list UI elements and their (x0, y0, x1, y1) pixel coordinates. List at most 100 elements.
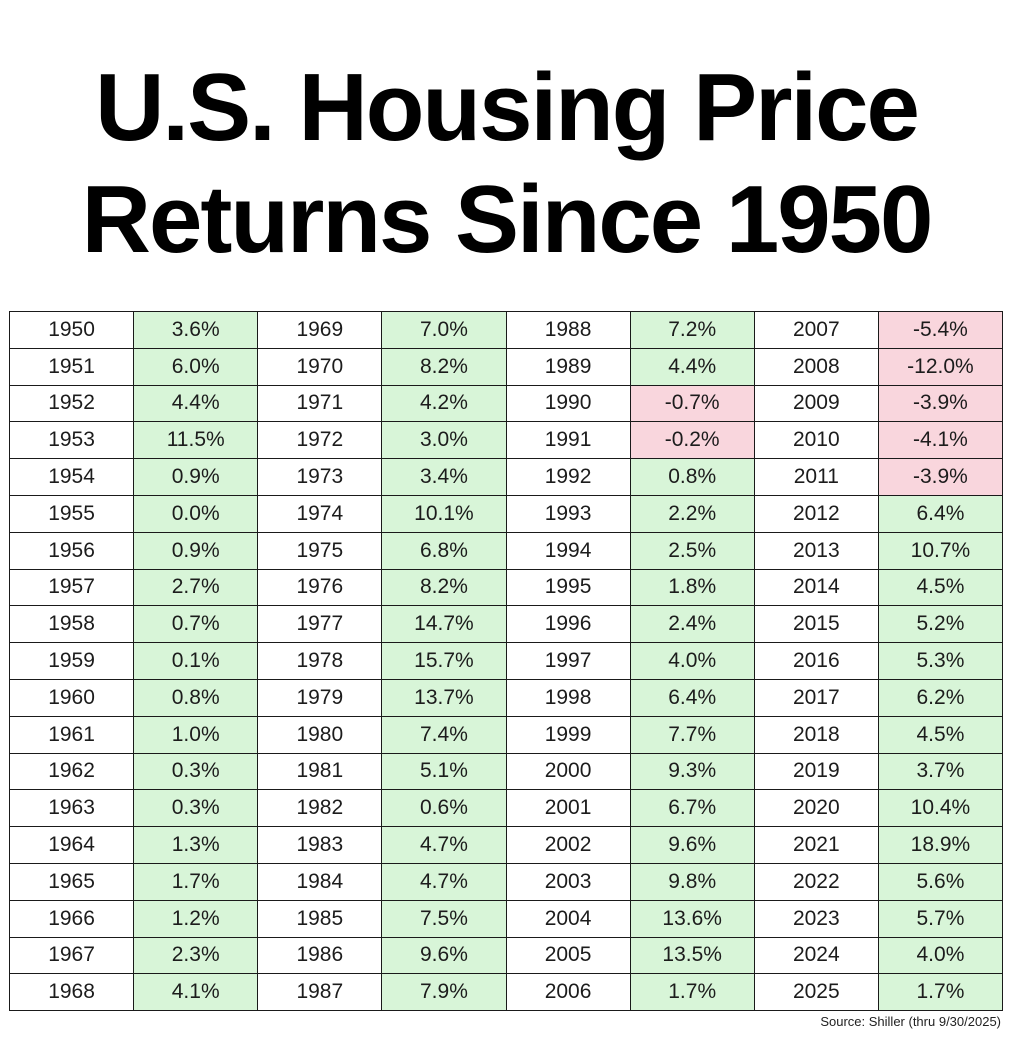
return-cell-positive: 5.6% (877, 862, 1004, 901)
year-cell: 2008 (753, 347, 879, 386)
return-cell-positive: 0.3% (133, 752, 259, 791)
year-cell: 1962 (8, 752, 135, 791)
title-line-2: Returns Since 1950 (81, 166, 934, 273)
table-row: 1958 0.7% 1977 14.7% 1996 2.4% 2015 5.2% (8, 605, 1004, 644)
table-row: 1966 1.2% 1985 7.5% 2004 13.6% 2023 5.7% (8, 899, 1004, 938)
return-cell-positive: 6.7% (629, 789, 755, 828)
return-cell-positive: 4.0% (629, 642, 755, 680)
return-cell-positive: 1.7% (877, 973, 1004, 1012)
year-cell: 2001 (505, 789, 631, 828)
year-cell: 2019 (753, 752, 879, 791)
return-cell-positive: 8.2% (381, 568, 507, 607)
year-cell: 2018 (753, 715, 879, 754)
return-cell-positive: 7.4% (381, 715, 507, 754)
return-cell-positive: 3.0% (381, 421, 507, 460)
year-cell: 1983 (257, 826, 383, 864)
table-row: 1956 0.9% 1975 6.8% 1994 2.5% 2013 10.7% (8, 531, 1004, 570)
return-cell-positive: 1.7% (629, 973, 755, 1012)
page-title: U.S. Housing Price Returns Since 1950 (0, 52, 1013, 276)
year-cell: 2013 (753, 531, 879, 570)
return-cell-negative: -0.7% (629, 384, 755, 423)
year-cell: 1996 (505, 605, 631, 644)
year-cell: 1950 (8, 311, 135, 349)
year-cell: 1999 (505, 715, 631, 754)
return-cell-positive: 0.9% (133, 458, 259, 496)
return-cell-positive: 4.5% (877, 568, 1004, 607)
table-row: 1968 4.1% 1987 7.9% 2006 1.7% 2025 1.7% (8, 973, 1004, 1012)
table-row: 1950 3.6% 1969 7.0% 1988 7.2% 2007 -5.4% (8, 311, 1004, 349)
year-cell: 1952 (8, 384, 135, 423)
year-cell: 1977 (257, 605, 383, 644)
return-cell-positive: 7.7% (629, 715, 755, 754)
return-cell-positive: 2.3% (133, 936, 259, 975)
return-cell-positive: 0.6% (381, 789, 507, 828)
return-cell-positive: 6.0% (133, 347, 259, 386)
year-cell: 1995 (505, 568, 631, 607)
year-cell: 1964 (8, 826, 135, 864)
year-cell: 1984 (257, 862, 383, 901)
year-cell: 1953 (8, 421, 135, 460)
return-cell-positive: 4.1% (133, 973, 259, 1012)
year-cell: 2023 (753, 899, 879, 938)
year-cell: 1981 (257, 752, 383, 791)
return-cell-positive: 0.8% (629, 458, 755, 496)
table-row: 1952 4.4% 1971 4.2% 1990 -0.7% 2009 -3.9% (8, 384, 1004, 423)
year-cell: 1958 (8, 605, 135, 644)
return-cell-positive: 0.7% (133, 605, 259, 644)
table-row: 1953 11.5% 1972 3.0% 1991 -0.2% 2010 -4.1% (8, 421, 1004, 460)
return-cell-positive: 10.7% (877, 531, 1004, 570)
return-cell-positive: 6.4% (877, 494, 1004, 533)
year-cell: 1975 (257, 531, 383, 570)
year-cell: 1957 (8, 568, 135, 607)
return-cell-positive: 1.7% (133, 862, 259, 901)
return-cell-positive: 6.4% (629, 678, 755, 717)
year-cell: 1991 (505, 421, 631, 460)
year-cell: 2016 (753, 642, 879, 680)
year-cell: 1974 (257, 494, 383, 533)
returns-table: 1950 3.6% 1969 7.0% 1988 7.2% 2007 -5.4% 1951 6.0… (8, 311, 1004, 1012)
return-cell-positive: 13.7% (381, 678, 507, 717)
return-cell-positive: 3.6% (133, 311, 259, 349)
year-cell: 1971 (257, 384, 383, 423)
return-cell-negative: -3.9% (877, 458, 1004, 496)
return-cell-positive: 1.3% (133, 826, 259, 864)
return-cell-positive: 9.6% (381, 936, 507, 975)
return-cell-positive: 13.6% (629, 899, 755, 938)
return-cell-positive: 3.4% (381, 458, 507, 496)
year-cell: 1980 (257, 715, 383, 754)
table-row: 1965 1.7% 1984 4.7% 2003 9.8% 2022 5.6% (8, 862, 1004, 901)
return-cell-positive: 4.7% (381, 826, 507, 864)
year-cell: 2006 (505, 973, 631, 1012)
table-row: 1951 6.0% 1970 8.2% 1989 4.4% 2008 -12.0% (8, 347, 1004, 386)
year-cell: 2004 (505, 899, 631, 938)
return-cell-positive: 10.1% (381, 494, 507, 533)
return-cell-positive: 1.2% (133, 899, 259, 938)
year-cell: 1968 (8, 973, 135, 1012)
return-cell-positive: 0.8% (133, 678, 259, 717)
return-cell-positive: 9.8% (629, 862, 755, 901)
year-cell: 1994 (505, 531, 631, 570)
return-cell-negative: -5.4% (877, 311, 1004, 349)
year-cell: 1961 (8, 715, 135, 754)
return-cell-positive: 7.9% (381, 973, 507, 1012)
year-cell: 1989 (505, 347, 631, 386)
year-cell: 2010 (753, 421, 879, 460)
return-cell-positive: 2.4% (629, 605, 755, 644)
return-cell-positive: 6.2% (877, 678, 1004, 717)
return-cell-positive: 4.4% (133, 384, 259, 423)
year-cell: 1976 (257, 568, 383, 607)
return-cell-positive: 0.0% (133, 494, 259, 533)
return-cell-positive: 4.2% (381, 384, 507, 423)
year-cell: 1987 (257, 973, 383, 1012)
table-row: 1962 0.3% 1981 5.1% 2000 9.3% 2019 3.7% (8, 752, 1004, 791)
year-cell: 1982 (257, 789, 383, 828)
return-cell-negative: -4.1% (877, 421, 1004, 460)
year-cell: 1985 (257, 899, 383, 938)
table-row: 1960 0.8% 1979 13.7% 1998 6.4% 2017 6.2% (8, 678, 1004, 717)
return-cell-positive: 3.7% (877, 752, 1004, 791)
return-cell-positive: 6.8% (381, 531, 507, 570)
year-cell: 1990 (505, 384, 631, 423)
title-line-1: U.S. Housing Price (95, 54, 920, 161)
year-cell: 2015 (753, 605, 879, 644)
return-cell-positive: 4.0% (877, 936, 1004, 975)
